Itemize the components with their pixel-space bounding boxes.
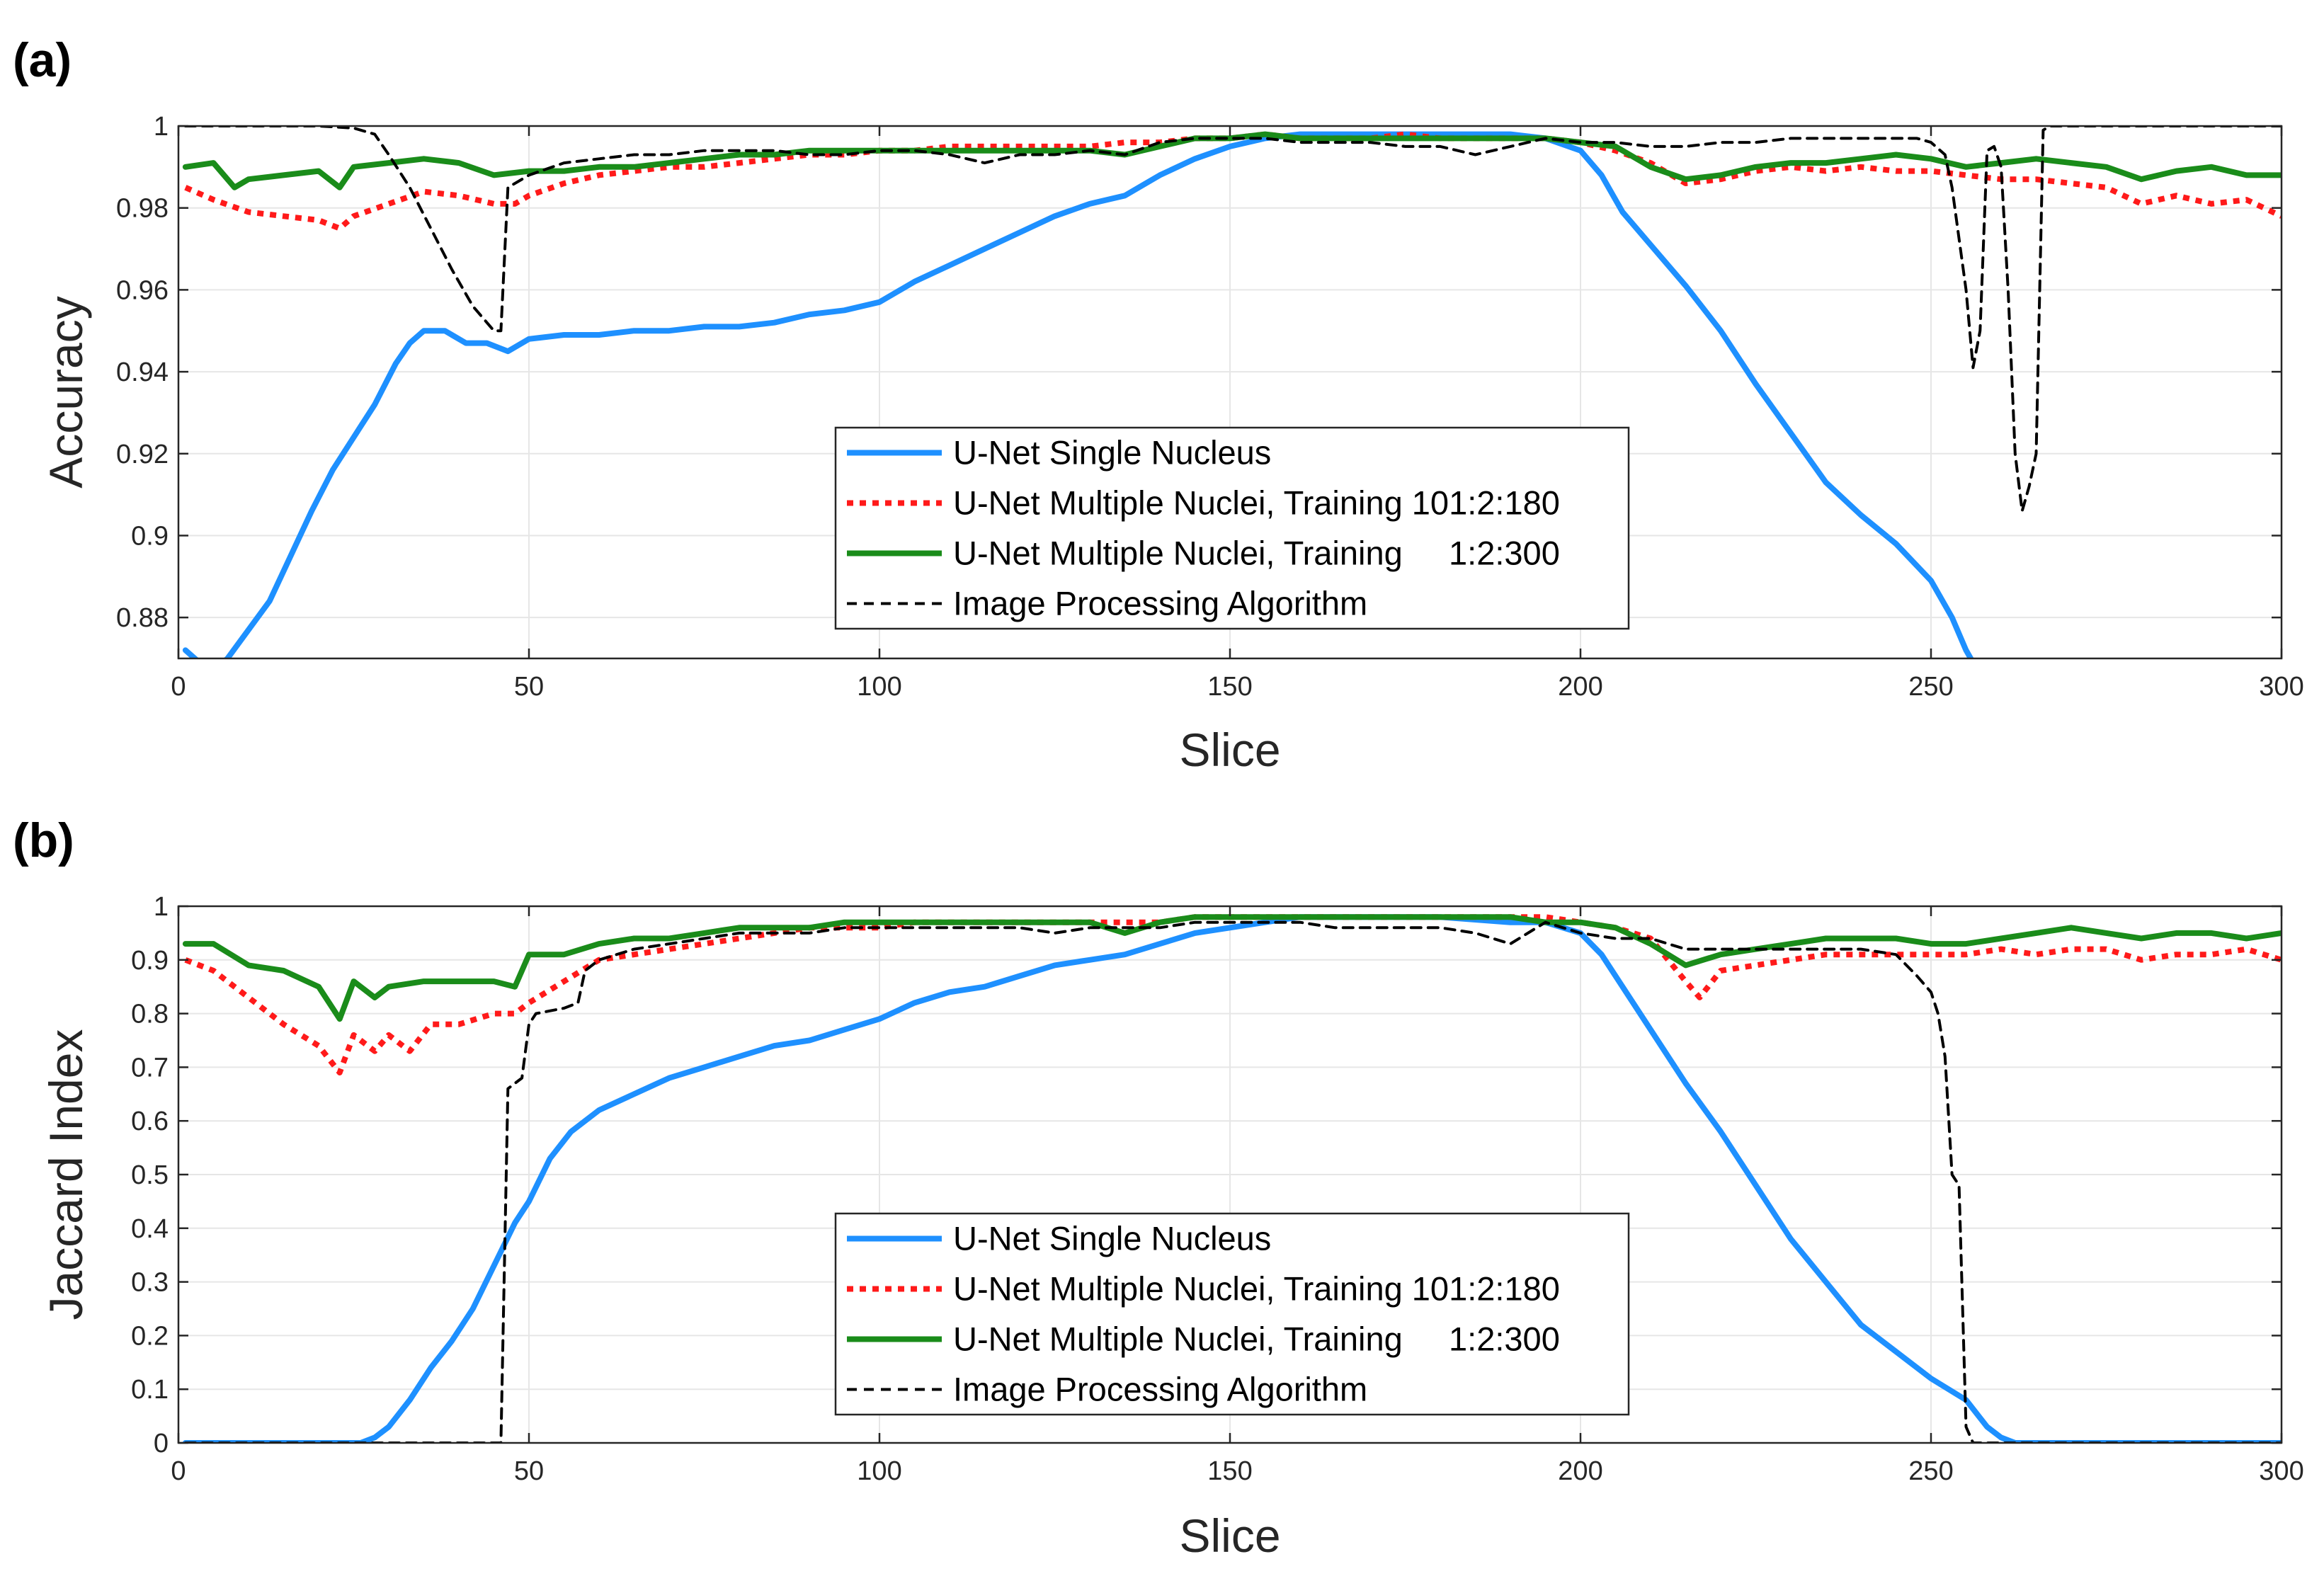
- y-tick-label: 0.3: [131, 1268, 169, 1298]
- y-tick-label: 0.94: [116, 358, 169, 387]
- legend-label-4: Image Processing Algorithm: [953, 585, 1367, 622]
- y-tick-label: 0.96: [116, 275, 169, 305]
- y-tick-label: 0.8: [131, 1000, 169, 1029]
- panel-b-jaccard-chart: 0 50 100 150 200 250 300 0 0.1 0.2 0.3 0.4 0.5 0.6 0.7…: [13, 813, 2304, 1562]
- y-axis-label: Jaccard Index: [40, 1029, 92, 1320]
- legend-box: [834, 426, 1630, 630]
- x-tick-label: 200: [1558, 672, 1602, 702]
- series-line-3: [182, 131, 2282, 190]
- y-tick-label: 0.88: [116, 603, 169, 633]
- y-tick-label: 0.9: [131, 946, 169, 976]
- y-tick-label: 0: [154, 1429, 169, 1458]
- series-line-4: [183, 920, 2282, 1443]
- x-tick-label: 0: [171, 1456, 186, 1486]
- series-line-1: [182, 131, 1974, 658]
- x-tick-label: 250: [1908, 1456, 1953, 1486]
- legend-label-3: U-Net Multiple Nuclei, Training 1:2:300: [953, 535, 1560, 572]
- y-tick-label: 0.1: [131, 1375, 169, 1405]
- y-tick-label: 0.6: [131, 1107, 169, 1136]
- legend-label-4: Image Processing Algorithm: [953, 1371, 1367, 1408]
- series-line-1: [182, 914, 2282, 1443]
- y-tick-label: 0.7: [131, 1053, 169, 1083]
- panel-label: (a): [13, 33, 72, 87]
- x-tick-label: 150: [1207, 1456, 1252, 1486]
- y-tick-label: 1: [154, 112, 169, 142]
- legend-label-1: U-Net Single Nucleus: [953, 1220, 1271, 1257]
- y-tick-label: 0.92: [116, 440, 169, 469]
- x-tick-label: 50: [514, 1456, 544, 1486]
- x-tick-label: 200: [1558, 1456, 1602, 1486]
- legend-label-3: U-Net Multiple Nuclei, Training 1:2:300: [953, 1320, 1560, 1358]
- legend-label-2: U-Net Multiple Nuclei, Training 101:2:18…: [953, 484, 1560, 522]
- x-tick-label: 100: [857, 1456, 901, 1486]
- legend-label-2: U-Net Multiple Nuclei, Training 101:2:18…: [953, 1270, 1560, 1308]
- x-tick-label: 100: [857, 672, 901, 702]
- legend: U-Net Single Nucleus U-Net Multiple Nucle…: [834, 426, 1630, 630]
- series-group: [182, 914, 2282, 1443]
- x-tick-label: 300: [2259, 672, 2303, 702]
- legend-box: [834, 1212, 1630, 1416]
- y-tick-label: 1: [154, 892, 169, 922]
- y-tick-label: 0.2: [131, 1321, 169, 1351]
- y-axis-label: Accuracy: [40, 296, 92, 488]
- series-group: [182, 126, 2282, 658]
- x-tick-label: 250: [1908, 672, 1953, 702]
- series-line-4: [183, 126, 2282, 513]
- x-axis-label: Slice: [1179, 724, 1280, 776]
- legend-label-1: U-Net Single Nucleus: [953, 434, 1271, 472]
- panel-label: (b): [13, 813, 74, 867]
- x-tick-label: 0: [171, 672, 186, 702]
- legend: U-Net Single Nucleus U-Net Multiple Nucle…: [834, 1212, 1630, 1416]
- series-line-3: [182, 914, 2282, 1022]
- y-tick-label: 0.98: [116, 194, 169, 224]
- x-axis-label: Slice: [1179, 1509, 1280, 1562]
- x-tick-label: 150: [1207, 672, 1252, 702]
- y-tick-label: 0.5: [131, 1160, 169, 1190]
- y-tick-label: 0.4: [131, 1214, 169, 1244]
- y-tick-label: 0.9: [131, 521, 169, 551]
- x-tick-label: 50: [514, 672, 544, 702]
- x-tick-label: 300: [2259, 1456, 2303, 1486]
- panel-a-accuracy-chart: 0 50 100 150 200 250 300 0.88 0.9 0.92 0.94 0.96 0.9…: [13, 33, 2304, 776]
